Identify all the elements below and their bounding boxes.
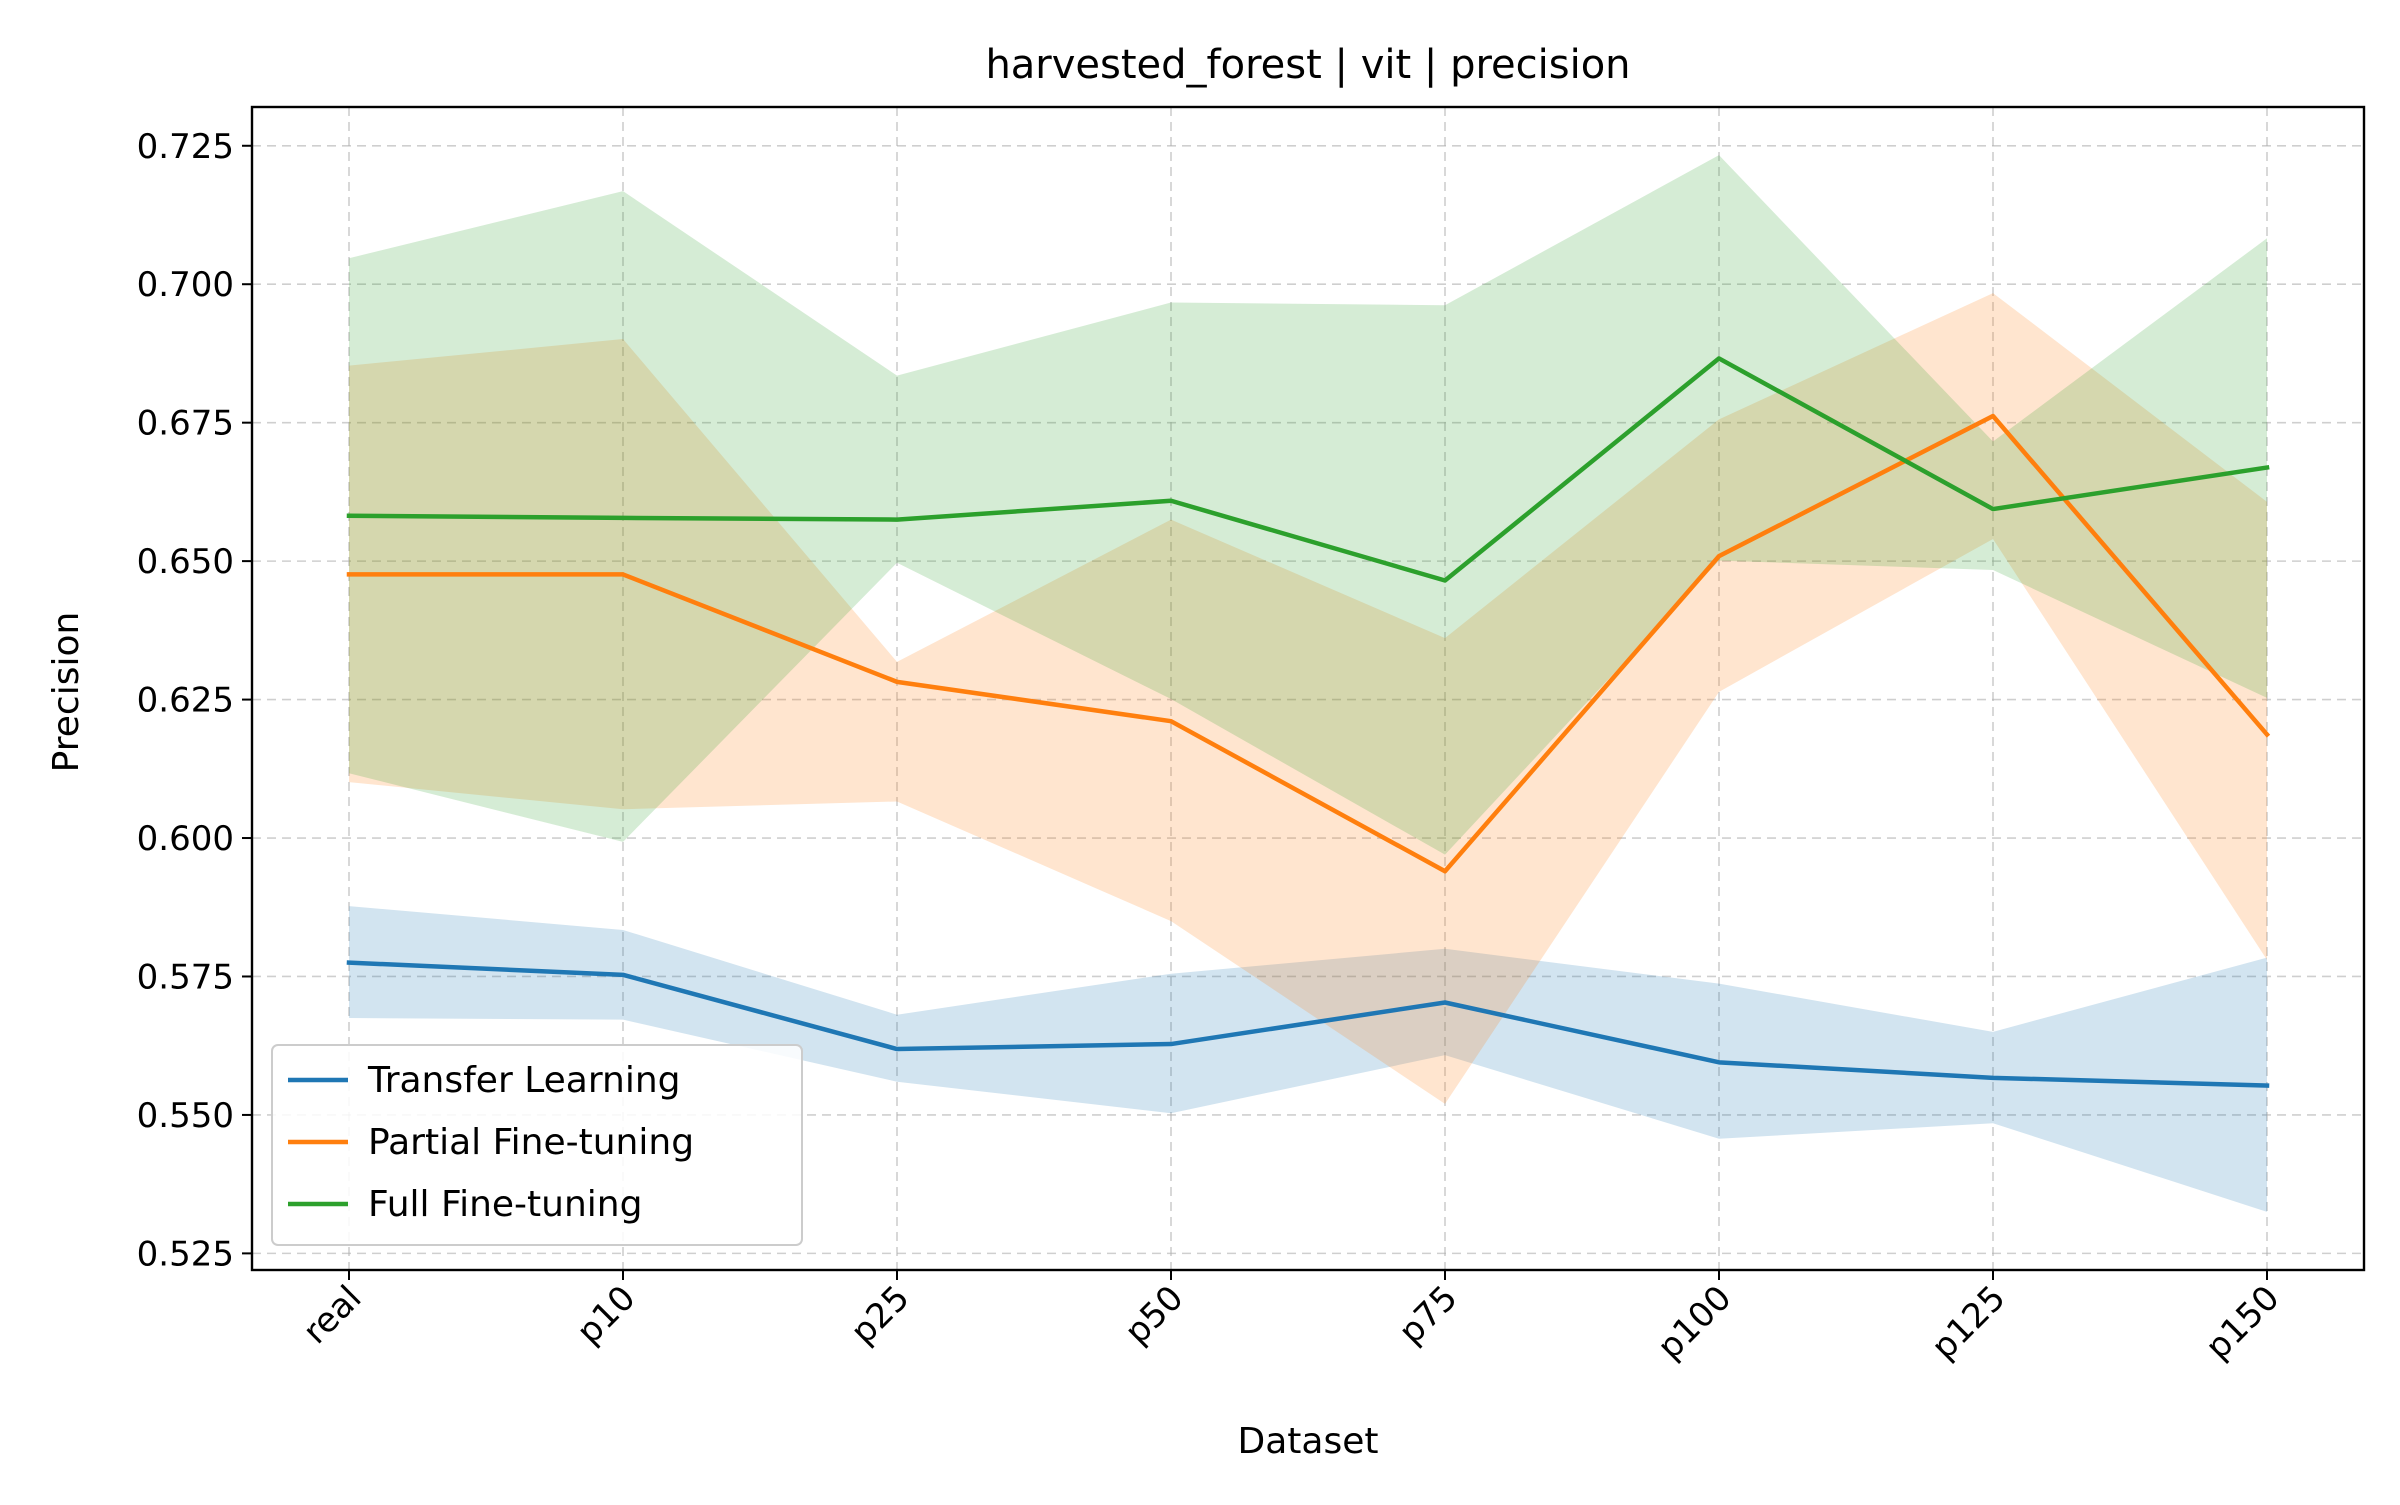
- chart-title: harvested_forest | vit | precision: [985, 42, 1630, 88]
- legend-label: Full Fine-tuning: [368, 1184, 642, 1225]
- x-axis-label: Dataset: [1238, 1421, 1379, 1462]
- series-line: [346, 960, 2270, 1088]
- legend-box: [271, 1044, 803, 1246]
- confidence-bands: [349, 155, 2267, 1212]
- y-axis-label: Precision: [46, 612, 87, 773]
- confidence-band: [349, 155, 2267, 855]
- y-tick-label: 0.575: [137, 957, 234, 997]
- legend-label: Transfer Learning: [367, 1060, 681, 1101]
- legend: Transfer Learning Partial Fine-tuning Full…: [271, 1044, 803, 1246]
- confidence-band: [349, 906, 2267, 1212]
- y-tick-label: 0.550: [137, 1096, 234, 1136]
- series-lines: [346, 356, 2271, 1088]
- y-tick-label: 0.600: [137, 819, 234, 859]
- y-tick-label: 0.700: [137, 265, 234, 305]
- y-tick-label: 0.650: [137, 542, 234, 582]
- y-tick-label: 0.525: [137, 1234, 234, 1274]
- y-tick-label: 0.675: [137, 404, 234, 444]
- series-line: [346, 356, 2270, 583]
- legend-label: Partial Fine-tuning: [368, 1122, 694, 1163]
- series-line: [346, 413, 2271, 874]
- plot-frame: [250, 105, 2366, 1272]
- confidence-band: [349, 293, 2267, 1104]
- y-tick-label: 0.725: [137, 127, 234, 167]
- y-tick-label: 0.625: [137, 681, 234, 721]
- grid-lines: [252, 107, 2364, 1270]
